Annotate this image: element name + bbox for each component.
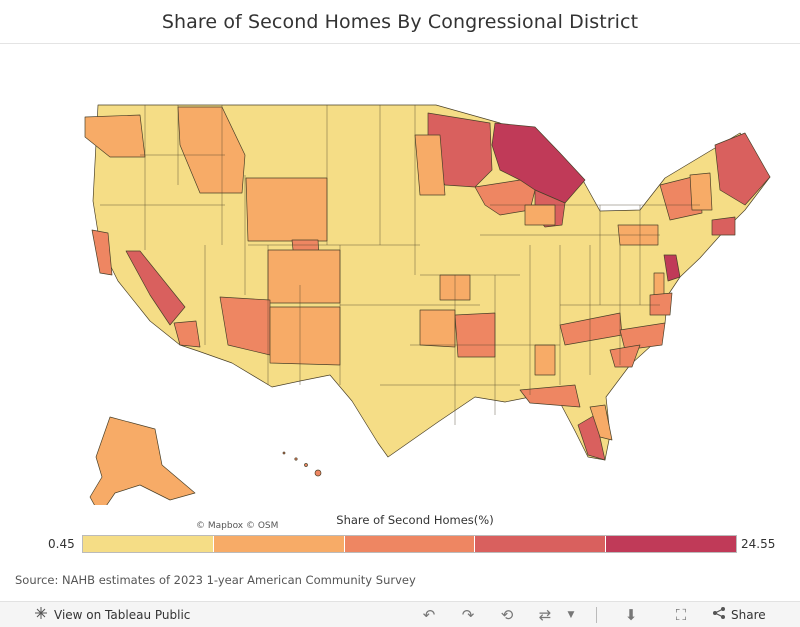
map-attribution[interactable]: © Mapbox © OSM (196, 521, 279, 531)
color-legend (82, 535, 737, 553)
district-virginia-coast (649, 292, 673, 316)
legend-bin-3 (343, 536, 475, 552)
dropdown-caret-icon[interactable]: ▼ (567, 610, 575, 620)
redo-icon[interactable]: ↷ (461, 606, 475, 624)
legend-bin-2 (212, 536, 344, 552)
district-california-sierra (125, 250, 186, 326)
hawaii-island (314, 469, 322, 477)
district-delaware (653, 272, 665, 296)
district-massachusetts (711, 216, 736, 236)
view-on-tableau-link[interactable]: View on Tableau Public (34, 606, 190, 623)
district-vermont (689, 172, 713, 211)
district-maine (714, 132, 771, 206)
view-on-tableau-label: View on Tableau Public (54, 607, 191, 622)
share-button[interactable]: Share (712, 606, 766, 623)
undo-icon[interactable]: ↶ (422, 606, 436, 624)
legend-min-label: 0.45 (48, 537, 75, 551)
district-california-south (173, 320, 201, 348)
dashboard-header: Share of Second Homes By Congressional D… (0, 0, 800, 44)
legend-bin-5 (605, 536, 736, 552)
share-icon (712, 606, 726, 623)
alaska-region (89, 416, 196, 505)
district-south-carolina (609, 344, 641, 368)
district-new-mexico (269, 306, 341, 366)
fullscreen-icon[interactable]: ⛶ (675, 606, 687, 624)
district-arkansas (454, 312, 496, 358)
legend-max-label: 24.55 (741, 537, 776, 551)
district-wyoming (245, 177, 328, 242)
district-new-jersey (663, 254, 681, 282)
tableau-logo-icon (34, 606, 48, 623)
us-district-map[interactable] (0, 45, 800, 505)
refresh-icon[interactable]: ⇄ (538, 606, 552, 624)
share-label: Share (731, 607, 766, 622)
district-minnesota-west (414, 134, 446, 196)
district-colorado (267, 249, 341, 304)
district-california-coast (91, 229, 113, 276)
download-icon[interactable]: ⬇ (624, 606, 638, 624)
toolbar-separator (596, 607, 597, 623)
district-alabama (534, 344, 556, 376)
district-washington (84, 114, 146, 158)
legend-title: Share of Second Homes(%) (336, 513, 494, 527)
district-florida-gulf (577, 414, 606, 461)
tableau-toolbar: View on Tableau Public ↶ ↷ ⟲ ⇄ ▼ ⬇ ⛶ Sha… (0, 601, 800, 627)
choropleth-map[interactable]: © Mapbox © OSM (0, 45, 800, 531)
legend-bin-1 (83, 536, 213, 552)
district-missouri-south (419, 309, 456, 348)
revert-icon[interactable]: ⟲ (500, 606, 514, 624)
dashboard-title: Share of Second Homes By Congressional D… (161, 10, 639, 33)
district-florida-east (589, 404, 613, 441)
source-note: Source: NAHB estimates of 2023 1-year Am… (15, 573, 416, 587)
district-florida-panhandle (519, 384, 581, 408)
legend-bin-4 (474, 536, 606, 552)
district-north-carolina (619, 322, 666, 351)
district-indiana (524, 204, 556, 226)
